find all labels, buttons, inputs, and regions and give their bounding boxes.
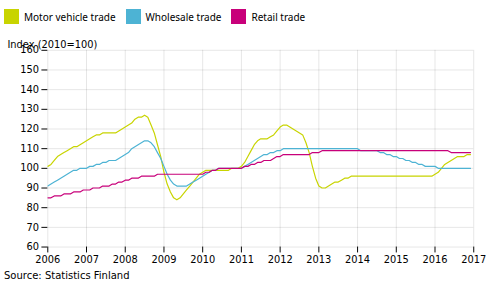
svg-text:Index (2010=100): Index (2010=100) (7, 39, 97, 50)
svg-text:60: 60 (26, 241, 39, 252)
svg-text:90: 90 (26, 182, 39, 193)
svg-text:2011: 2011 (229, 254, 254, 265)
svg-text:120: 120 (20, 123, 39, 134)
svg-text:2017: 2017 (461, 254, 486, 265)
svg-text:150: 150 (20, 64, 39, 75)
svg-text:140: 140 (20, 84, 39, 95)
svg-text:2010: 2010 (190, 254, 215, 265)
html-text:Motor vehicle trade: Motor vehicle trade (24, 9, 116, 24)
svg-text:80: 80 (26, 202, 39, 213)
svg-text:2009: 2009 (151, 254, 176, 265)
svg-text:2006: 2006 (35, 254, 60, 265)
svg-text:2014: 2014 (345, 254, 370, 265)
svg-text:2016: 2016 (423, 254, 448, 265)
html-text:Wholesale trade: Wholesale trade (145, 9, 222, 24)
svg-text:2013: 2013 (306, 254, 331, 265)
html-text:Source: Statistics Finland: Source: Statistics Finland (4, 270, 130, 282)
svg-text:130: 130 (20, 103, 39, 114)
svg-text:100: 100 (20, 162, 39, 173)
svg-text:70: 70 (26, 222, 39, 233)
svg-text:2008: 2008 (113, 254, 138, 265)
svg-text:2015: 2015 (384, 254, 409, 265)
svg-text:2012: 2012 (268, 254, 293, 265)
html-text:Retail trade: Retail trade (251, 9, 306, 24)
svg-text:2007: 2007 (74, 254, 99, 265)
svg-text:110: 110 (20, 143, 39, 154)
